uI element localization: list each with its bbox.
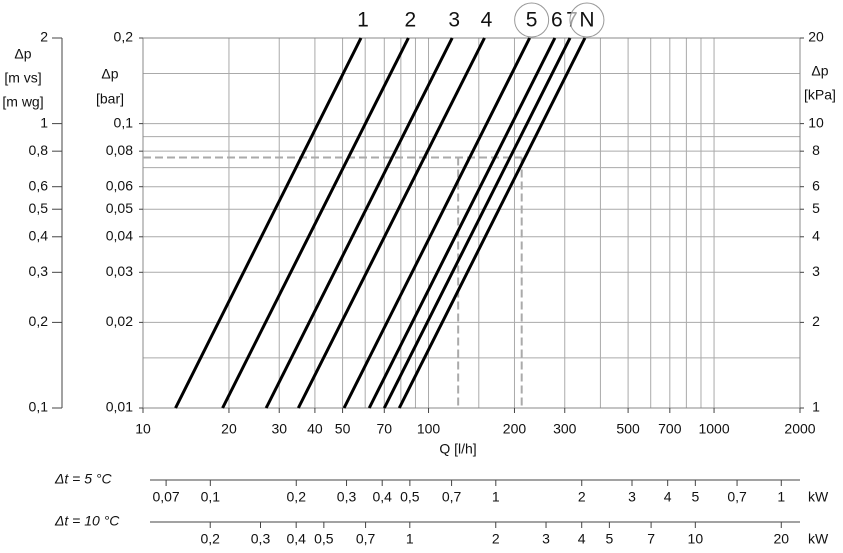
series-circle (569, 2, 605, 38)
power-tick-label: 0,5 (314, 531, 334, 547)
y-kpa-tick-label: 3 (812, 263, 820, 279)
series-circle (514, 2, 550, 38)
y-mwg-label: [m wg] (2, 94, 43, 110)
y-tick-label: 0,03 (106, 263, 133, 279)
y-tick-label: 0,04 (106, 227, 133, 243)
y-kpa-tick-label: 10 (808, 114, 824, 130)
y-kpa-tick-label: 1 (812, 399, 820, 415)
power-tick-label: 0,7 (442, 489, 462, 505)
series-label: 5 (526, 9, 538, 32)
x-axis-label: Q [l/h] (439, 441, 476, 457)
y-mwg-tick-label: 0,4 (29, 227, 49, 243)
y-tick-label: 0,02 (106, 313, 133, 329)
power-tick-label: 0,4 (372, 489, 392, 505)
y-mwg-tick-label: 0,6 (29, 177, 49, 193)
power-tick-label: 2 (492, 531, 500, 547)
power-tick-label: 0,2 (287, 489, 307, 505)
series-label: 6 (551, 9, 563, 32)
power-tick-label: 2 (578, 489, 586, 505)
series-line (264, 37, 454, 409)
x-tick-label: 200 (503, 421, 527, 437)
series-line (342, 37, 531, 409)
series-label: 2 (405, 9, 417, 32)
power-tick-label: 0,4 (286, 531, 306, 547)
y-kpa-tick-label: 5 (812, 200, 820, 216)
y-mwg-label: [m vs] (4, 70, 41, 86)
y-tick-label: 0,06 (106, 177, 133, 193)
y-mwg-tick-label: 0,5 (29, 200, 49, 216)
x-tick-label: 300 (553, 421, 577, 437)
x-tick-label: 10 (135, 421, 151, 437)
series-label: N (579, 9, 594, 32)
y-mwg-tick-label: 1 (40, 114, 48, 130)
series-line (297, 37, 486, 409)
power-tick-label: 1 (492, 489, 500, 505)
y-kpa-tick-label: 6 (812, 177, 820, 193)
y-mwg-label: Δp (14, 46, 31, 62)
y-tick-label: 0,01 (106, 399, 133, 415)
power-tick-label: 20 (773, 531, 789, 547)
y-kpa-label: Δp (811, 63, 828, 79)
x-tick-label: 50 (335, 421, 351, 437)
series-line (221, 37, 410, 409)
power-tick-label: 1 (406, 531, 414, 547)
y-mwg-tick-label: 0,3 (29, 263, 49, 279)
power-tick-label: 3 (542, 531, 550, 547)
series-label: 1 (357, 9, 369, 32)
series-line (397, 37, 587, 409)
power-tick-label: 4 (664, 489, 672, 505)
y-tick-label: 0,05 (106, 200, 133, 216)
power-tick-label: 5 (605, 531, 613, 547)
power-tick-label: 1 (777, 489, 785, 505)
series-label: 3 (448, 9, 460, 32)
x-tick-label: 40 (307, 421, 323, 437)
y-kpa-label: [kPa] (804, 87, 836, 103)
series-line (382, 37, 572, 409)
power-tick-label: 0,3 (337, 489, 357, 505)
power-tick-label: 0,07 (152, 489, 179, 505)
power-unit: kW (808, 531, 829, 547)
plot-frame (142, 37, 801, 409)
power-tick-label: 0,2 (200, 531, 220, 547)
y-mwg-tick-label: 0,2 (29, 313, 49, 329)
series-line (367, 37, 557, 409)
series-label: 4 (481, 9, 493, 32)
y-kpa-tick-label: 4 (812, 227, 820, 243)
x-tick-label: 2000 (784, 421, 815, 437)
x-tick-label: 500 (616, 421, 640, 437)
power-row-label: Δt = 10 °C (54, 513, 120, 529)
power-unit: kW (808, 489, 829, 505)
x-tick-label: 1000 (698, 421, 729, 437)
power-tick-label: 7 (647, 531, 655, 547)
power-tick-label: 0,7 (727, 489, 747, 505)
x-tick-label: 700 (658, 421, 682, 437)
power-tick-label: 10 (688, 531, 704, 547)
power-tick-label: 5 (691, 489, 699, 505)
y-mwg-tick-label: 2 (40, 29, 48, 45)
y-kpa-tick-label: 2 (812, 313, 820, 329)
series-line (174, 37, 363, 409)
power-row-label: Δt = 5 °C (54, 471, 113, 487)
x-tick-label: 100 (417, 421, 441, 437)
power-tick-label: 0,1 (201, 489, 221, 505)
y-kpa-tick-label: 20 (808, 29, 824, 45)
power-tick-label: 4 (578, 531, 586, 547)
y-axis-label: [bar] (96, 91, 124, 107)
y-mwg-tick-label: 0,1 (29, 399, 49, 415)
y-mwg-tick-label: 0,8 (29, 142, 49, 158)
y-tick-label: 0,1 (114, 114, 134, 130)
y-tick-label: 0,08 (106, 142, 133, 158)
y-tick-label: 0,2 (114, 29, 134, 45)
power-tick-label: 0,3 (251, 531, 271, 547)
power-tick-label: 3 (628, 489, 636, 505)
y-kpa-tick-label: 8 (812, 142, 820, 158)
power-tick-label: 0,5 (400, 489, 420, 505)
x-tick-label: 20 (221, 421, 237, 437)
x-tick-label: 30 (271, 421, 287, 437)
y-axis-label: Δp (101, 66, 118, 82)
power-tick-label: 0,7 (356, 531, 376, 547)
x-tick-label: 70 (377, 421, 393, 437)
